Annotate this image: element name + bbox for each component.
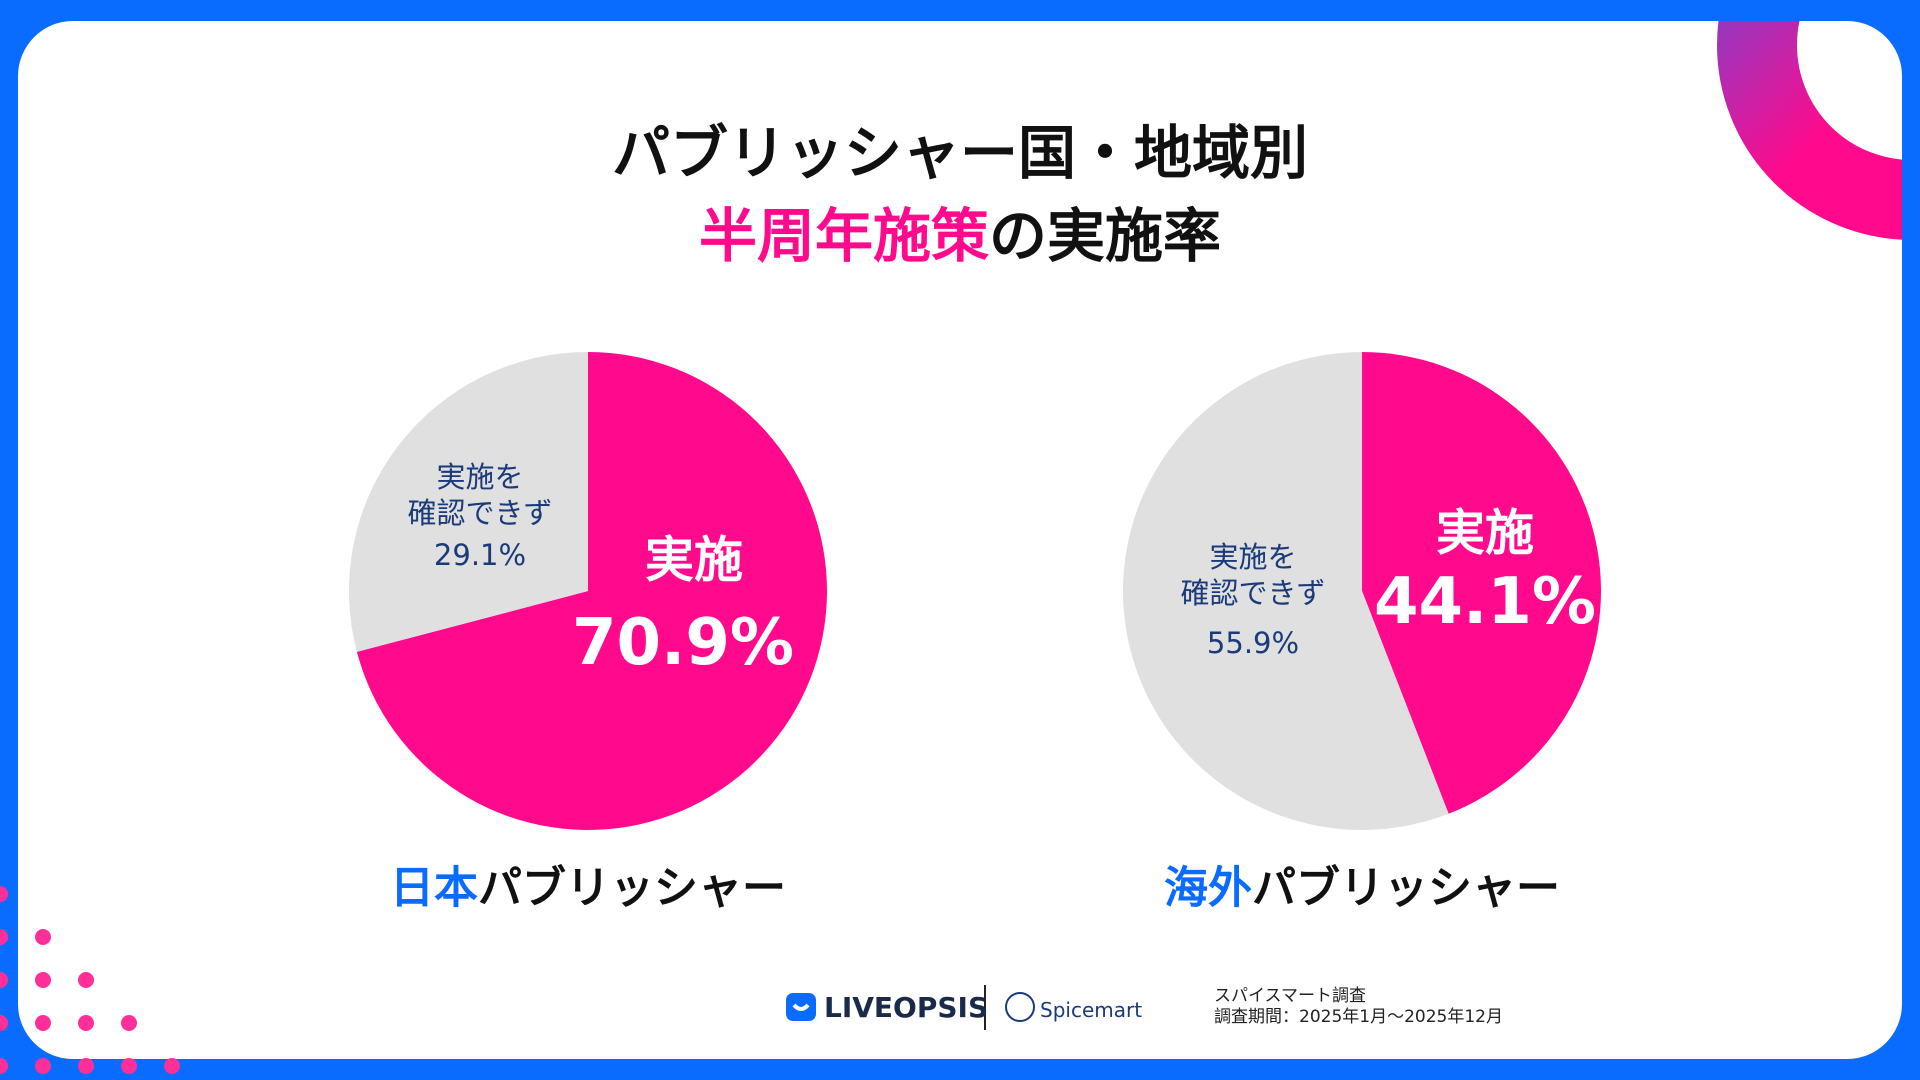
- title-highlight: 半周年施策: [698, 201, 989, 270]
- pies: [349, 352, 1602, 831]
- dot: [121, 1015, 137, 1031]
- dot: [121, 1058, 137, 1074]
- slice-category: 実施を 確認できず: [407, 459, 553, 530]
- dot: [164, 1058, 180, 1074]
- dot: [0, 972, 8, 988]
- subtitle-rest: パブリッシャー: [478, 862, 786, 914]
- slice-category: 実施を 確認できず: [1180, 539, 1326, 610]
- dot: [78, 1058, 94, 1074]
- source: スパイスマート調査: [1214, 986, 1366, 1006]
- period: 調査期間：2025年1月〜2025年12月: [1214, 1007, 1503, 1027]
- dot: [35, 1058, 51, 1074]
- dot: [0, 1015, 8, 1031]
- pie-slice: [349, 352, 588, 652]
- dot: [0, 886, 8, 902]
- slice-value: 55.9%: [1206, 625, 1300, 660]
- subtitle-highlight: 海外: [1164, 862, 1252, 914]
- dot: [78, 1015, 94, 1031]
- ring: [1717, 21, 1902, 240]
- decor: [1717, 21, 1902, 240]
- slice-category: 実施: [1435, 504, 1535, 562]
- slice-category: 実施: [644, 531, 744, 589]
- subtitle: 海外パブリッシャー: [1164, 861, 1560, 916]
- title: 半周年施策の実施率: [699, 200, 1221, 273]
- logo1: LIVEOPSIS: [824, 991, 989, 1024]
- title: パブリッシャー国・地域別: [611, 118, 1309, 187]
- dot: [35, 929, 51, 945]
- dot: [35, 1015, 51, 1031]
- slice-value: 70.9%: [571, 606, 795, 680]
- dot: [0, 929, 8, 945]
- title-rest: の実施率: [989, 201, 1222, 270]
- subtitle: 日本パブリッシャー: [390, 861, 786, 916]
- logo2: Spicemart: [1040, 998, 1143, 1022]
- subtitle-highlight: 日本: [390, 862, 478, 914]
- pie-slice: [1362, 352, 1602, 814]
- pie-slice: [356, 352, 827, 831]
- dots: [0, 886, 180, 1074]
- slice-value: 44.1%: [1373, 565, 1597, 639]
- dot: [0, 1058, 8, 1074]
- slice-value: 29.1%: [433, 537, 527, 572]
- subtitle-rest: パブリッシャー: [1252, 862, 1560, 914]
- pie-slice: [1123, 352, 1449, 830]
- dot: [78, 972, 94, 988]
- dot: [35, 972, 51, 988]
